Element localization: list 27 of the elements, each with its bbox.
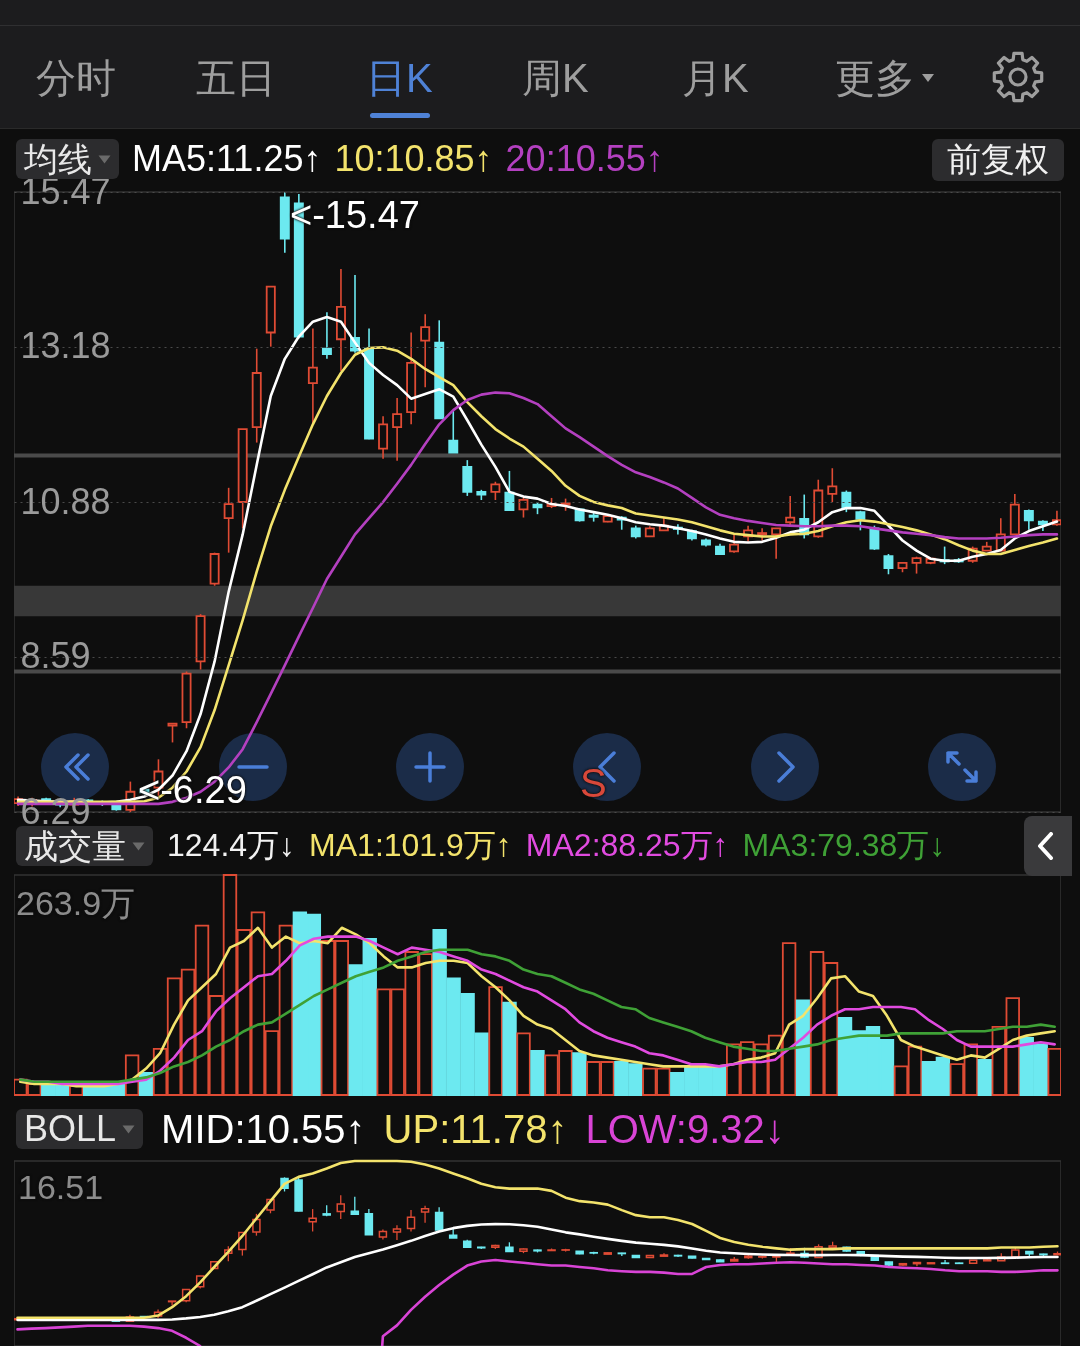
y-tick-label: 10.88 xyxy=(20,480,111,522)
text: 五日 xyxy=(196,55,276,102)
dropdown-button: 成交量 xyxy=(16,826,153,866)
y-tick-label: 13.18 xyxy=(20,325,111,367)
text: MID:10.55↑ xyxy=(161,1106,366,1152)
annotation: 263.9万 xyxy=(16,884,136,923)
text: MA5:11.25↑ xyxy=(132,138,322,180)
annotation: 16.51 xyxy=(18,1168,104,1207)
text: MA3:79.38万↓ xyxy=(742,826,946,865)
text: MA2:88.25万↑ xyxy=(525,826,729,865)
text: 周K xyxy=(522,55,589,102)
legend-title: BOLL xyxy=(24,1108,117,1149)
button: 前复权 xyxy=(932,139,1064,181)
text: LOW:9.32↓ xyxy=(585,1106,785,1152)
y-tick-label: 8.59 xyxy=(20,635,91,677)
series-label: UP:11.78↑ xyxy=(383,1106,568,1152)
text: 10:10.85↑ xyxy=(334,138,493,180)
text: 分时 xyxy=(36,55,116,102)
text: MA1:101.9万↑ xyxy=(309,826,512,865)
legend-title: 成交量 xyxy=(24,826,126,866)
dropdown-button: BOLL xyxy=(16,1109,144,1149)
text: 124.4万↓ xyxy=(167,826,296,865)
annotation: S xyxy=(580,760,607,806)
text: 20:10.55↑ xyxy=(505,138,664,180)
text: 日K xyxy=(366,55,433,102)
text: 月K xyxy=(682,55,749,102)
text: 更多 xyxy=(835,55,915,102)
